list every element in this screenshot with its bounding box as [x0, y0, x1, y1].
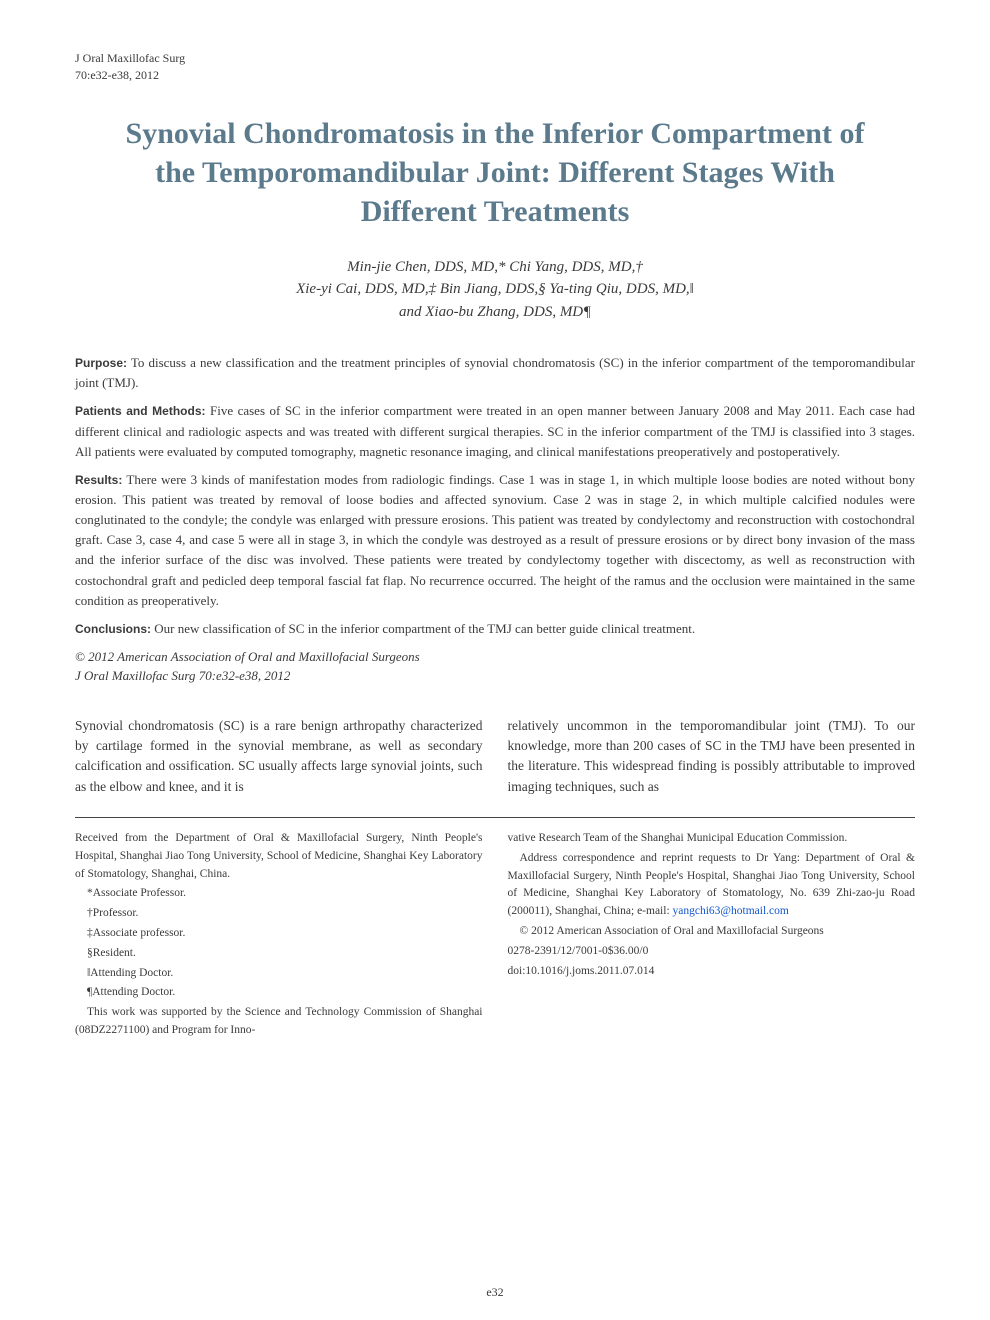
footer-divider	[75, 817, 915, 818]
purpose-text: To discuss a new classification and the …	[75, 355, 915, 390]
correspondence: Address correspondence and reprint reque…	[508, 850, 916, 921]
author-note-4: ‖Attending Doctor.	[75, 965, 483, 983]
author-note-5: ¶Attending Doctor.	[75, 984, 483, 1002]
authors-line-3: and Xiao-bu Zhang, DDS, MD¶	[75, 301, 915, 324]
footer-copyright: © 2012 American Association of Oral and …	[508, 923, 916, 941]
body-column-2: relatively uncommon in the temporomandib…	[508, 716, 916, 797]
abstract-purpose: Purpose: To discuss a new classification…	[75, 353, 915, 393]
copyright-line-1: © 2012 American Association of Oral and …	[75, 647, 915, 667]
authors-line-2: Xie-yi Cai, DDS, MD,‡ Bin Jiang, DDS,§ Y…	[75, 278, 915, 301]
body-column-1: Synovial chondromatosis (SC) is a rare b…	[75, 716, 483, 797]
doi: doi:10.1016/j.joms.2011.07.014	[508, 963, 916, 981]
footer-column-2: vative Research Team of the Shanghai Mun…	[508, 830, 916, 1042]
page-number: e32	[486, 1285, 503, 1300]
body-text: Synovial chondromatosis (SC) is a rare b…	[75, 716, 915, 797]
footer-block: Received from the Department of Oral & M…	[75, 830, 915, 1042]
abstract-methods: Patients and Methods: Five cases of SC i…	[75, 401, 915, 461]
author-block: Min-jie Chen, DDS, MD,* Chi Yang, DDS, M…	[75, 256, 915, 324]
abstract-block: Purpose: To discuss a new classification…	[75, 353, 915, 686]
copyright-block: © 2012 American Association of Oral and …	[75, 647, 915, 686]
author-note-1: †Professor.	[75, 905, 483, 923]
results-label: Results:	[75, 473, 122, 487]
author-note-2: ‡Associate professor.	[75, 925, 483, 943]
footer-column-1: Received from the Department of Oral & M…	[75, 830, 483, 1042]
correspondence-email[interactable]: yangchi63@hotmail.com	[673, 905, 789, 917]
copyright-line-2: J Oral Maxillofac Surg 70:e32-e38, 2012	[75, 666, 915, 686]
purpose-label: Purpose:	[75, 356, 127, 370]
journal-citation: 70:e32-e38, 2012	[75, 67, 915, 84]
affiliation: Received from the Department of Oral & M…	[75, 830, 483, 883]
author-note-0: *Associate Professor.	[75, 885, 483, 903]
conclusions-text: Our new classification of SC in the infe…	[154, 621, 695, 636]
abstract-conclusions: Conclusions: Our new classification of S…	[75, 619, 915, 639]
funding-statement: This work was supported by the Science a…	[75, 1004, 483, 1040]
author-note-3: §Resident.	[75, 945, 483, 963]
conclusions-label: Conclusions:	[75, 622, 151, 636]
abstract-results: Results: There were 3 kinds of manifesta…	[75, 470, 915, 611]
results-text: There were 3 kinds of manifestation mode…	[75, 472, 915, 608]
issn: 0278-2391/12/7001-0$36.00/0	[508, 943, 916, 961]
methods-label: Patients and Methods:	[75, 404, 205, 418]
authors-line-1: Min-jie Chen, DDS, MD,* Chi Yang, DDS, M…	[75, 256, 915, 279]
journal-header: J Oral Maxillofac Surg 70:e32-e38, 2012	[75, 50, 915, 84]
funding-continuation: vative Research Team of the Shanghai Mun…	[508, 830, 916, 848]
article-title: Synovial Chondromatosis in the Inferior …	[75, 114, 915, 231]
journal-name: J Oral Maxillofac Surg	[75, 50, 915, 67]
